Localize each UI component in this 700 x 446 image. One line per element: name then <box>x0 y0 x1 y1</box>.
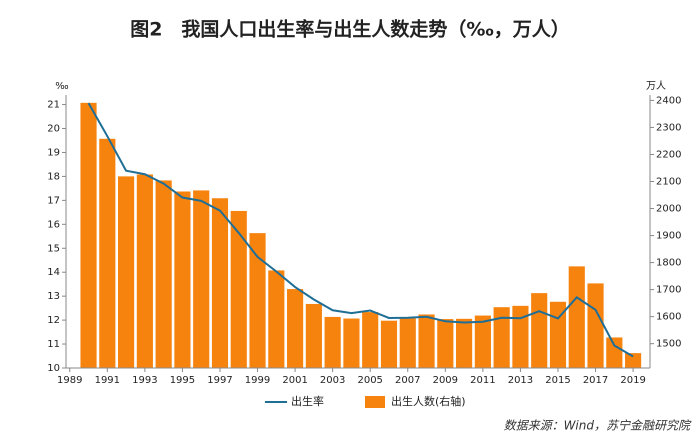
x-tick-label: 2013 <box>508 375 533 386</box>
x-tick-label: 1993 <box>132 375 157 386</box>
y2-tick-label: 1900 <box>656 231 681 242</box>
y-tick-label: 11 <box>47 339 60 350</box>
y-tick-label: 15 <box>47 243 60 254</box>
bar <box>493 307 510 368</box>
legend-label: 出生人数(右轴) <box>391 394 466 408</box>
x-tick-label: 2003 <box>320 375 345 386</box>
bar <box>136 174 153 368</box>
bar <box>456 318 473 368</box>
bar <box>230 210 247 368</box>
bar <box>606 337 623 368</box>
bar <box>380 320 398 368</box>
y-tick-label: 12 <box>47 315 60 326</box>
source: 数据来源：Wind，苏宁金融研究院 <box>504 419 692 433</box>
bar <box>362 312 379 368</box>
x-tick-label: 1997 <box>207 375 232 386</box>
bar <box>568 266 585 368</box>
x-tick-label: 2019 <box>620 375 645 386</box>
x-tick-label: 1995 <box>170 375 195 386</box>
x-tick-label: 1999 <box>245 375 270 386</box>
x-tick-label: 2017 <box>583 375 608 386</box>
y-tick-label: 10 <box>47 363 60 374</box>
legend-swatch <box>365 396 385 408</box>
bar <box>512 305 529 368</box>
x-tick-label: 1989 <box>57 375 82 386</box>
bar <box>287 289 304 368</box>
y-tick-label: 21 <box>47 100 60 111</box>
bar <box>249 233 266 368</box>
y2-tick-label: 1600 <box>656 312 681 323</box>
bar <box>531 293 548 368</box>
bar <box>99 138 116 368</box>
y2-tick-label: 1700 <box>656 285 681 296</box>
y-tick-label: 18 <box>47 171 60 182</box>
y2-tick-label: 2300 <box>656 122 681 133</box>
x-tick-label: 2005 <box>357 375 382 386</box>
y-unit: ‰ <box>55 81 68 92</box>
y-tick-label: 17 <box>47 195 60 206</box>
bar <box>399 318 416 368</box>
bar <box>174 191 191 368</box>
bar <box>474 315 491 368</box>
bar <box>155 180 172 368</box>
bar <box>437 319 454 368</box>
y2-tick-label: 1800 <box>656 258 681 269</box>
y-tick-label: 20 <box>47 124 60 135</box>
y2-tick-label: 2200 <box>656 149 681 160</box>
bar <box>268 270 285 368</box>
y2-tick-label: 2000 <box>656 204 681 215</box>
x-tick-label: 1991 <box>95 375 120 386</box>
bar <box>625 353 642 368</box>
bar <box>549 301 567 368</box>
y2-unit: 万人 <box>646 80 666 92</box>
y2-tick-label: 1500 <box>656 339 681 350</box>
y-tick-label: 16 <box>47 219 60 230</box>
bar <box>118 176 135 368</box>
x-tick-label: 2007 <box>395 375 420 386</box>
bar <box>80 102 97 368</box>
x-tick-label: 2011 <box>470 375 495 386</box>
x-tick-label: 2009 <box>433 375 458 386</box>
bar <box>418 314 435 368</box>
x-tick-label: 2015 <box>545 375 570 386</box>
bar <box>587 283 604 368</box>
bar <box>343 318 360 368</box>
y-tick-label: 14 <box>47 267 60 278</box>
bar <box>305 303 322 368</box>
legend-label: 出生率 <box>291 394 324 408</box>
y-tick-label: 13 <box>47 291 60 302</box>
bar <box>193 190 210 368</box>
bar <box>211 198 229 368</box>
bar <box>324 316 341 368</box>
line <box>87 102 634 358</box>
y-tick-label: 19 <box>47 147 60 158</box>
chart-title: 图2 我国人口出生率与出生人数走势（‰，万人） <box>130 18 570 41</box>
y2-tick-label: 2400 <box>656 95 681 106</box>
x-tick-label: 2001 <box>282 375 307 386</box>
y2-tick-label: 2100 <box>656 176 681 187</box>
